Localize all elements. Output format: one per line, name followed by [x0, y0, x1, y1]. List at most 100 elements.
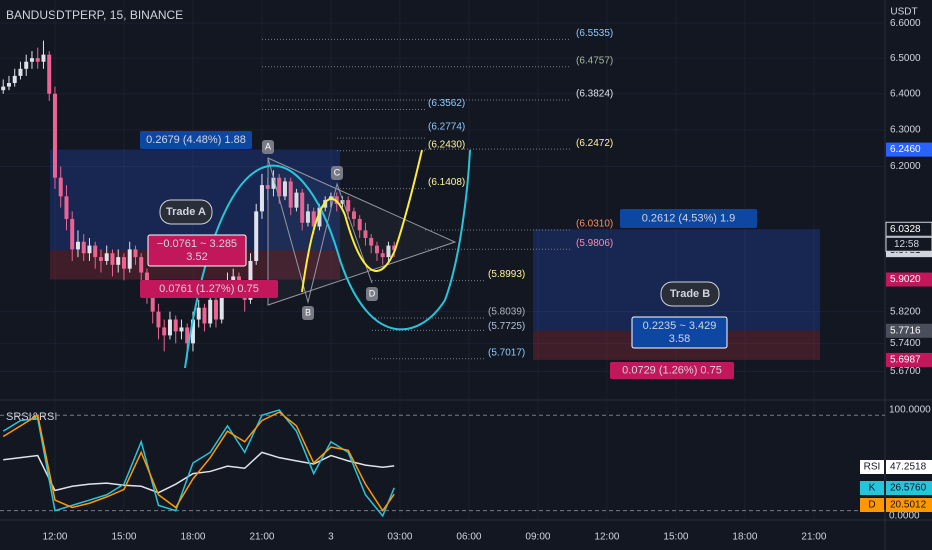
candle-body — [156, 311, 161, 328]
pattern-triangle — [267, 157, 457, 306]
y-tick-label: 6.6000 — [890, 18, 921, 29]
indicator-value-bg — [886, 460, 932, 474]
indicator-value: 47.2518 — [890, 462, 927, 473]
fib-label: (5.9806) — [576, 238, 613, 249]
candle-body — [75, 241, 80, 250]
candle-body — [41, 54, 46, 62]
x-tick-label: 21:00 — [249, 532, 274, 543]
trade-name: Trade A — [166, 206, 206, 218]
cyan-curve — [184, 149, 471, 369]
candle-body — [104, 253, 109, 261]
candle-body — [167, 319, 172, 336]
candle-body — [196, 307, 201, 320]
candle-body — [219, 288, 224, 320]
candle-body — [311, 211, 316, 227]
candle-body — [29, 58, 34, 62]
candle-body — [58, 177, 63, 197]
price-marker: 5.6987 — [890, 355, 921, 366]
candle-body — [6, 83, 11, 87]
pattern-point-bg — [262, 140, 274, 154]
price-marker-bg — [886, 352, 932, 367]
fib-label: (6.2774) — [428, 122, 465, 133]
candle-body — [208, 299, 213, 324]
y-tick-label: 6.5000 — [890, 53, 921, 64]
price-marker: 6.2460 — [890, 144, 921, 155]
candle-body — [162, 327, 167, 336]
fib-label: (5.8993) — [488, 269, 525, 280]
candle-body — [351, 211, 356, 219]
candle-body — [139, 257, 144, 273]
candle-body — [173, 319, 178, 332]
indicator-name-bg — [860, 498, 884, 512]
candle-body — [81, 241, 86, 254]
fib-label: (6.3562) — [428, 98, 465, 109]
x-tick-label: 21:00 — [801, 532, 826, 543]
candle-body — [127, 249, 132, 269]
candle-body — [357, 218, 362, 231]
indicator-value: 20.5012 — [890, 500, 927, 511]
candle-body — [64, 196, 69, 219]
y-tick-label: 6.2000 — [890, 161, 921, 172]
trade-stop-label-bg — [610, 362, 734, 379]
indicator-value-bg — [886, 481, 932, 495]
trade-ratio-value: 3.58 — [669, 333, 690, 345]
y-tick-label: 5.6700 — [890, 366, 921, 377]
indicator-tick-label: 0.0000 — [889, 511, 920, 522]
fib-label: (5.7017) — [488, 347, 525, 358]
x-tick-label: 12:00 — [42, 532, 67, 543]
y-tick-label: 6.4000 — [890, 88, 921, 99]
candle-body — [305, 211, 310, 223]
candle-body — [369, 237, 374, 246]
x-tick-label: 06:00 — [456, 532, 481, 543]
candle-body — [93, 245, 98, 258]
indicator-value: 26.5760 — [890, 483, 927, 494]
pattern-point-label: A — [265, 141, 271, 151]
fib-label: (6.5535) — [576, 28, 613, 39]
indicator-name: K — [869, 483, 876, 494]
candle-body — [294, 192, 299, 208]
fib-label: (5.7725) — [488, 321, 525, 332]
countdown-bg — [885, 236, 932, 252]
trade-target-label: 0.2679 (4.48%) 1.88 — [146, 134, 246, 146]
pattern-point-bg — [366, 287, 378, 301]
pattern-point-bg — [302, 306, 314, 320]
trade-target-label-bg — [140, 131, 252, 149]
candle-body — [185, 327, 190, 344]
candle-body — [12, 75, 17, 84]
x-tick-label: 3 — [328, 532, 334, 543]
trade-stop-label: 0.0729 (1.26%) 0.75 — [622, 364, 722, 376]
price-marker-bg — [886, 142, 932, 157]
candle-body — [282, 181, 287, 197]
candle-body — [300, 192, 305, 223]
candle-body — [116, 257, 121, 265]
candle-body — [346, 200, 351, 212]
candle-body — [374, 245, 379, 254]
candle-body — [87, 245, 92, 254]
indicator-name-bg — [860, 481, 884, 495]
x-tick-label: 03:00 — [387, 532, 412, 543]
candle-body — [150, 295, 155, 312]
x-tick-label: 18:00 — [732, 532, 757, 543]
y-tick-label: 6.3000 — [890, 125, 921, 136]
candle-body — [380, 253, 385, 258]
fib-label: (6.0310) — [576, 219, 613, 230]
indicator-line — [3, 451, 395, 494]
trade-ratio: −0.0761 ~ 3.285 — [157, 238, 237, 250]
price-marker-bg — [885, 221, 932, 237]
x-tick-label: 15:00 — [111, 532, 136, 543]
candle-body — [213, 299, 218, 320]
indicator-line — [2, 411, 395, 513]
pattern-xabcd — [267, 157, 373, 304]
chart-title: BANDUSDTPERP, 15, BINANCE — [6, 8, 183, 22]
trade-name-bg — [660, 281, 720, 307]
candle-body — [47, 54, 52, 94]
candle-body — [277, 177, 282, 197]
price-marker-bg — [886, 323, 932, 338]
x-tick-label: 15:00 — [663, 532, 688, 543]
price-unit: USDT — [890, 7, 917, 18]
candle-body — [18, 68, 23, 76]
y-tick-label: 5.8200 — [890, 306, 921, 317]
trade-ratio-bg — [147, 234, 247, 267]
